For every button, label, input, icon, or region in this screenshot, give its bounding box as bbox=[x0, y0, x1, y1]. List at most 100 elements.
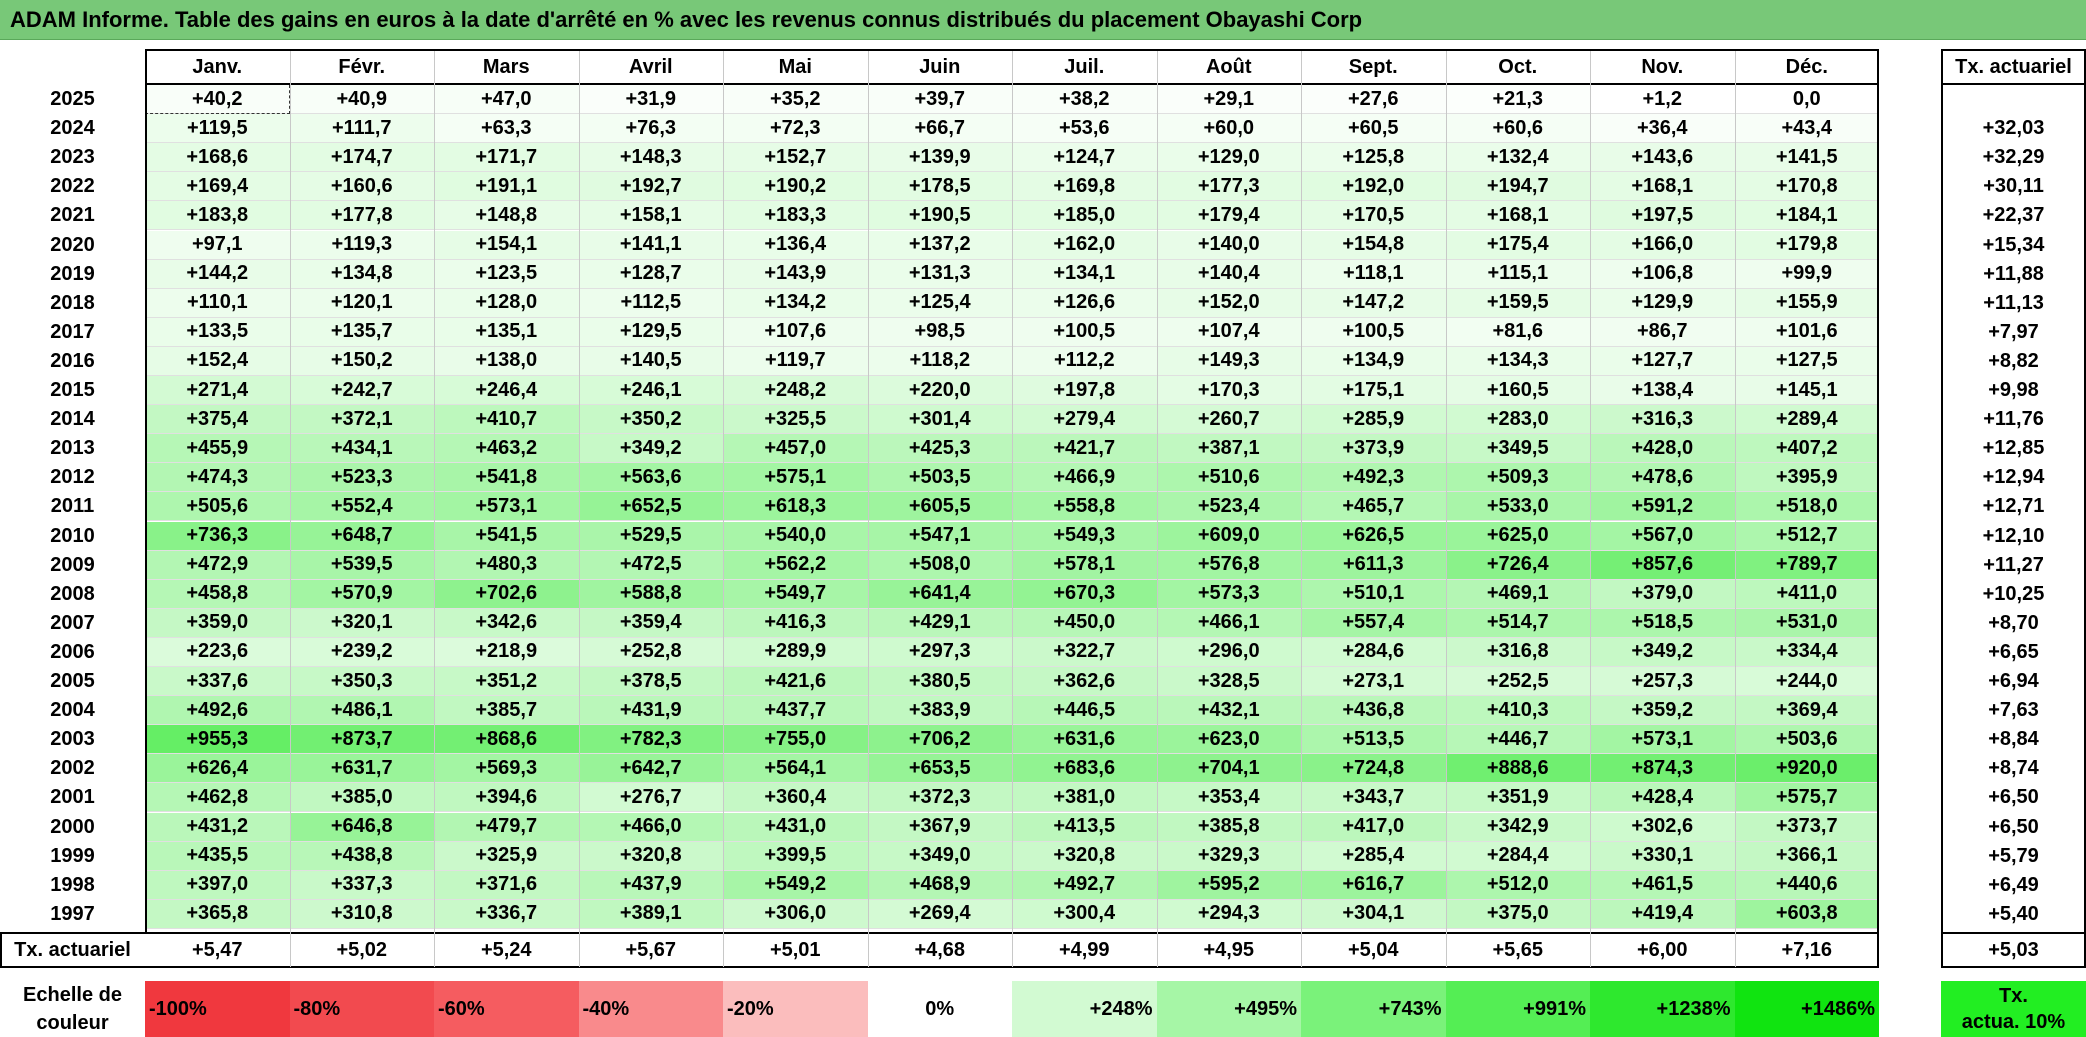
value-cell: +369,4 bbox=[1734, 696, 1879, 726]
value-cell: +184,1 bbox=[1734, 201, 1879, 231]
value-cell: +413,5 bbox=[1012, 812, 1157, 842]
value-cell: +129,5 bbox=[578, 317, 723, 347]
value-cell: +330,1 bbox=[1590, 841, 1735, 871]
value-cell: +539,5 bbox=[289, 550, 434, 580]
year-label: 2005 bbox=[50, 670, 95, 693]
value-cell: +380,5 bbox=[867, 667, 1012, 697]
value-cell: +670,3 bbox=[1012, 579, 1157, 609]
value-cell: +155,9 bbox=[1734, 288, 1879, 318]
value-cell: +726,4 bbox=[1445, 550, 1590, 580]
tx-actuariel-cell: +32,03 bbox=[1982, 117, 2045, 140]
value-cell: +190,2 bbox=[723, 172, 868, 202]
tx-actuariel-cell: +6,49 bbox=[1988, 873, 2039, 896]
value-cell: +541,5 bbox=[434, 521, 579, 551]
tx-actuariel-cell: +6,50 bbox=[1988, 786, 2039, 809]
footer-value: +5,04 bbox=[1347, 938, 1399, 961]
tx-actua-10-swatch: Tx. actua. 10% bbox=[1941, 981, 2086, 1037]
value-cell: +246,1 bbox=[578, 376, 723, 406]
value-cell: +171,7 bbox=[434, 143, 579, 173]
year-label: 2022 bbox=[50, 175, 95, 198]
color-scale-swatch: +495% bbox=[1156, 981, 1301, 1037]
value-cell: +552,4 bbox=[289, 492, 434, 522]
value-cell: +160,6 bbox=[289, 172, 434, 202]
value-cell: +322,7 bbox=[1012, 637, 1157, 667]
tx-actuariel-cell: +6,50 bbox=[1988, 815, 2039, 838]
value-cell: +302,6 bbox=[1590, 812, 1735, 842]
value-cell: +874,3 bbox=[1590, 754, 1735, 784]
value-cell: +603,8 bbox=[1734, 899, 1879, 929]
value-cell: +492,6 bbox=[145, 696, 290, 726]
value-cell: +573,1 bbox=[434, 492, 579, 522]
value-cell: +389,1 bbox=[578, 899, 723, 929]
value-cell: +387,1 bbox=[1156, 434, 1301, 464]
value-cell: +529,5 bbox=[578, 521, 723, 551]
footer-value: +5,47 bbox=[191, 938, 243, 961]
tx-actuariel-cell: +12,10 bbox=[1982, 524, 2045, 547]
value-cell: +431,9 bbox=[578, 696, 723, 726]
value-cell: +450,0 bbox=[1012, 608, 1157, 638]
value-cell: +248,2 bbox=[723, 376, 868, 406]
value-cell: +575,7 bbox=[1734, 783, 1879, 813]
month-header-11: Déc. bbox=[1785, 55, 1828, 78]
value-cell: +503,6 bbox=[1734, 725, 1879, 755]
column-divider bbox=[1012, 51, 1013, 967]
value-cell: +168,1 bbox=[1590, 172, 1735, 202]
column-divider bbox=[1734, 51, 1736, 967]
tx-actuariel-cell: +10,25 bbox=[1982, 582, 2045, 605]
value-cell: +446,7 bbox=[1445, 725, 1590, 755]
value-cell: +125,8 bbox=[1301, 143, 1446, 173]
value-cell: +320,8 bbox=[578, 841, 723, 871]
value-cell: +325,5 bbox=[723, 405, 868, 435]
month-header-6: Juil. bbox=[1064, 55, 1105, 78]
value-cell: +417,0 bbox=[1301, 812, 1446, 842]
value-cell: +300,4 bbox=[1012, 899, 1157, 929]
value-cell: +429,1 bbox=[867, 608, 1012, 638]
value-cell: +132,4 bbox=[1445, 143, 1590, 173]
value-cell: +120,1 bbox=[289, 288, 434, 318]
value-cell: +60,5 bbox=[1301, 114, 1446, 144]
year-label: 2020 bbox=[50, 233, 95, 256]
value-cell: +385,7 bbox=[434, 696, 579, 726]
value-cell: +540,0 bbox=[723, 521, 868, 551]
value-cell: +325,9 bbox=[434, 841, 579, 871]
column-divider bbox=[434, 51, 435, 967]
value-cell: +40,9 bbox=[289, 85, 434, 115]
value-cell: +349,5 bbox=[1445, 434, 1590, 464]
color-scale-swatch: +248% bbox=[1012, 981, 1157, 1037]
tx-actuariel-header: Tx. actuariel bbox=[1955, 55, 2072, 78]
value-cell: +43,4 bbox=[1734, 114, 1879, 144]
value-cell: +119,7 bbox=[723, 346, 868, 376]
value-cell: +591,2 bbox=[1590, 492, 1735, 522]
value-cell: +106,8 bbox=[1590, 259, 1735, 289]
value-cell: +437,7 bbox=[723, 696, 868, 726]
value-cell: +107,6 bbox=[723, 317, 868, 347]
value-cell: +169,4 bbox=[145, 172, 290, 202]
year-label: 2001 bbox=[50, 786, 95, 809]
tx-actuariel-cell: +5,79 bbox=[1988, 844, 2039, 867]
value-cell: +755,0 bbox=[723, 725, 868, 755]
value-cell: +425,3 bbox=[867, 434, 1012, 464]
value-cell: +123,5 bbox=[434, 259, 579, 289]
value-cell: +134,8 bbox=[289, 259, 434, 289]
tx-actuariel-cell: +12,71 bbox=[1982, 495, 2045, 518]
year-label: 2023 bbox=[50, 146, 95, 169]
value-cell: +141,5 bbox=[1734, 143, 1879, 173]
value-cell: +683,6 bbox=[1012, 754, 1157, 784]
value-cell: +134,1 bbox=[1012, 259, 1157, 289]
value-cell: +197,8 bbox=[1012, 376, 1157, 406]
value-cell: +395,9 bbox=[1734, 463, 1879, 493]
value-cell: +558,8 bbox=[1012, 492, 1157, 522]
value-cell: +573,3 bbox=[1156, 579, 1301, 609]
value-cell: +285,4 bbox=[1301, 841, 1446, 871]
value-cell: +192,0 bbox=[1301, 172, 1446, 202]
value-cell: +328,5 bbox=[1156, 667, 1301, 697]
value-cell: +125,4 bbox=[867, 288, 1012, 318]
value-cell: +478,6 bbox=[1590, 463, 1735, 493]
value-cell: +220,0 bbox=[867, 376, 1012, 406]
value-cell: +306,0 bbox=[723, 899, 868, 929]
value-cell: +569,3 bbox=[434, 754, 579, 784]
tx-actuariel-cell: +8,84 bbox=[1988, 728, 2039, 751]
value-cell: +152,0 bbox=[1156, 288, 1301, 318]
value-cell: +140,4 bbox=[1156, 259, 1301, 289]
value-cell: +349,2 bbox=[1590, 637, 1735, 667]
